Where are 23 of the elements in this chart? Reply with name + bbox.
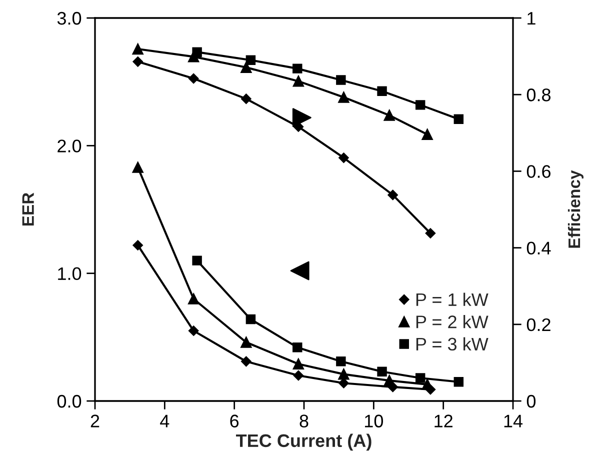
legend-label: P = 1 kW (416, 292, 488, 306)
y2-tick-label: 0.2 (526, 318, 550, 332)
y2-tick-label: 0.4 (526, 242, 551, 255)
y2-tick-label: 0.8 (526, 88, 551, 102)
y-axis-title: EER (22, 192, 34, 226)
x-tick-label: 10 (365, 414, 384, 428)
x-tick-label: 4 (160, 414, 170, 428)
x-tick-label: 14 (504, 414, 523, 428)
legend-label: P = 3 kW (416, 337, 488, 351)
y-tick-label: 2.0 (58, 140, 82, 152)
x-tick-label: 2 (90, 414, 100, 428)
x-tick-label: 6 (230, 414, 239, 428)
x-tick-label: 8 (300, 414, 308, 428)
x-axis-title: TEC Current (A) (236, 434, 372, 451)
y-tick-label: 1.0 (58, 267, 82, 280)
y-tick-label: 3.0 (57, 12, 82, 25)
y-tick-label: 0.0 (57, 394, 82, 408)
x-tick-label: 12 (434, 414, 452, 428)
y2-tick-label: 1 (528, 12, 536, 25)
y2-tick-label: 0 (526, 394, 536, 408)
y2-axis-title: Efficiency (568, 170, 584, 248)
legend-label: P = 2 kW (416, 315, 488, 328)
y2-tick-label: 0.6 (526, 165, 550, 178)
